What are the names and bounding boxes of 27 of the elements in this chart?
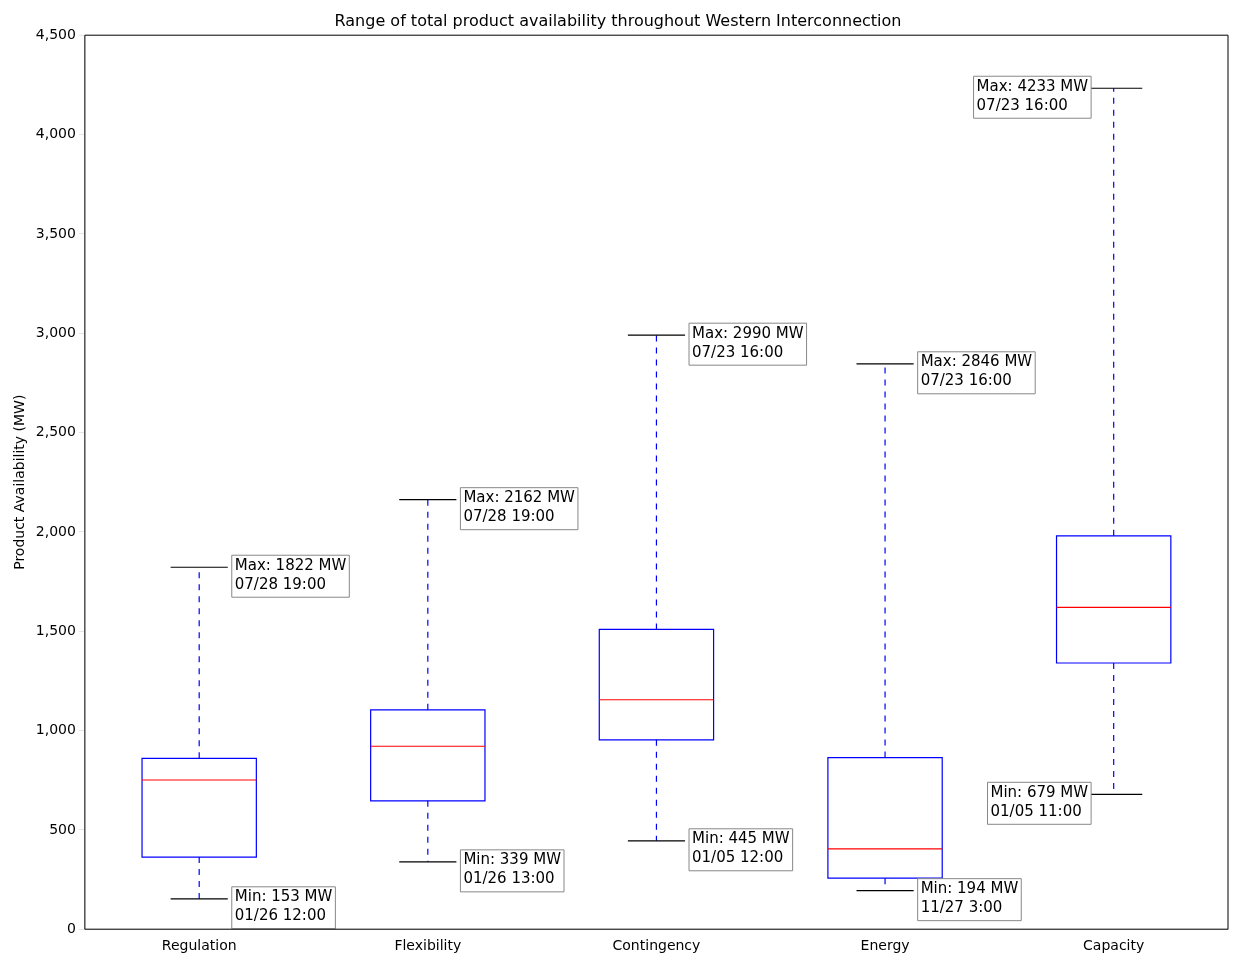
y-tick-label: 4,500 (35, 25, 76, 42)
annotation: Max: 2162 MW 07/28 19:00 (463, 488, 576, 526)
y-tick-label: 4,000 (35, 125, 76, 142)
annotation: Max: 2990 MW 07/23 16:00 (692, 323, 804, 361)
x-tick-label: Contingency (612, 937, 701, 954)
x-tick-label: Flexibility (394, 937, 462, 954)
annotation: Min: 194 MW 11/27 3:00 (920, 879, 1019, 917)
annotation: Max: 1822 MW 07/28 19:00 (234, 555, 347, 593)
annotation: Min: 679 MW 01/05 11:00 (990, 782, 1089, 820)
x-tick-label: Regulation (161, 937, 237, 954)
chart-title: Range of total product availability throughout Western Interconnection (334, 10, 902, 30)
y-tick-label: 3,000 (35, 323, 76, 340)
y-tick-label: 2,500 (35, 423, 76, 440)
y-axis-title: Product Availability (MW) (11, 394, 28, 570)
y-tick-label: 3,500 (35, 224, 76, 241)
y-tick-label: 500 (49, 820, 76, 837)
x-tick-label: Capacity (1083, 937, 1145, 954)
annotation: Max: 4233 MW 07/23 16:00 (976, 76, 1089, 114)
y-tick-label: 2,000 (35, 522, 76, 539)
annotation: Min: 153 MW 01/26 12:00 (234, 887, 333, 925)
y-tick-label: 1,500 (35, 621, 76, 638)
y-tick-label: 1,000 (35, 721, 76, 738)
y-tick-label: 0 (66, 919, 76, 936)
annotation: Max: 2846 MW 07/23 16:00 (920, 352, 1033, 390)
annotation: Min: 339 MW 01/26 13:00 (463, 850, 562, 888)
x-tick-label: Energy (860, 937, 910, 954)
annotation: Min: 445 MW 01/05 12:00 (692, 829, 790, 867)
